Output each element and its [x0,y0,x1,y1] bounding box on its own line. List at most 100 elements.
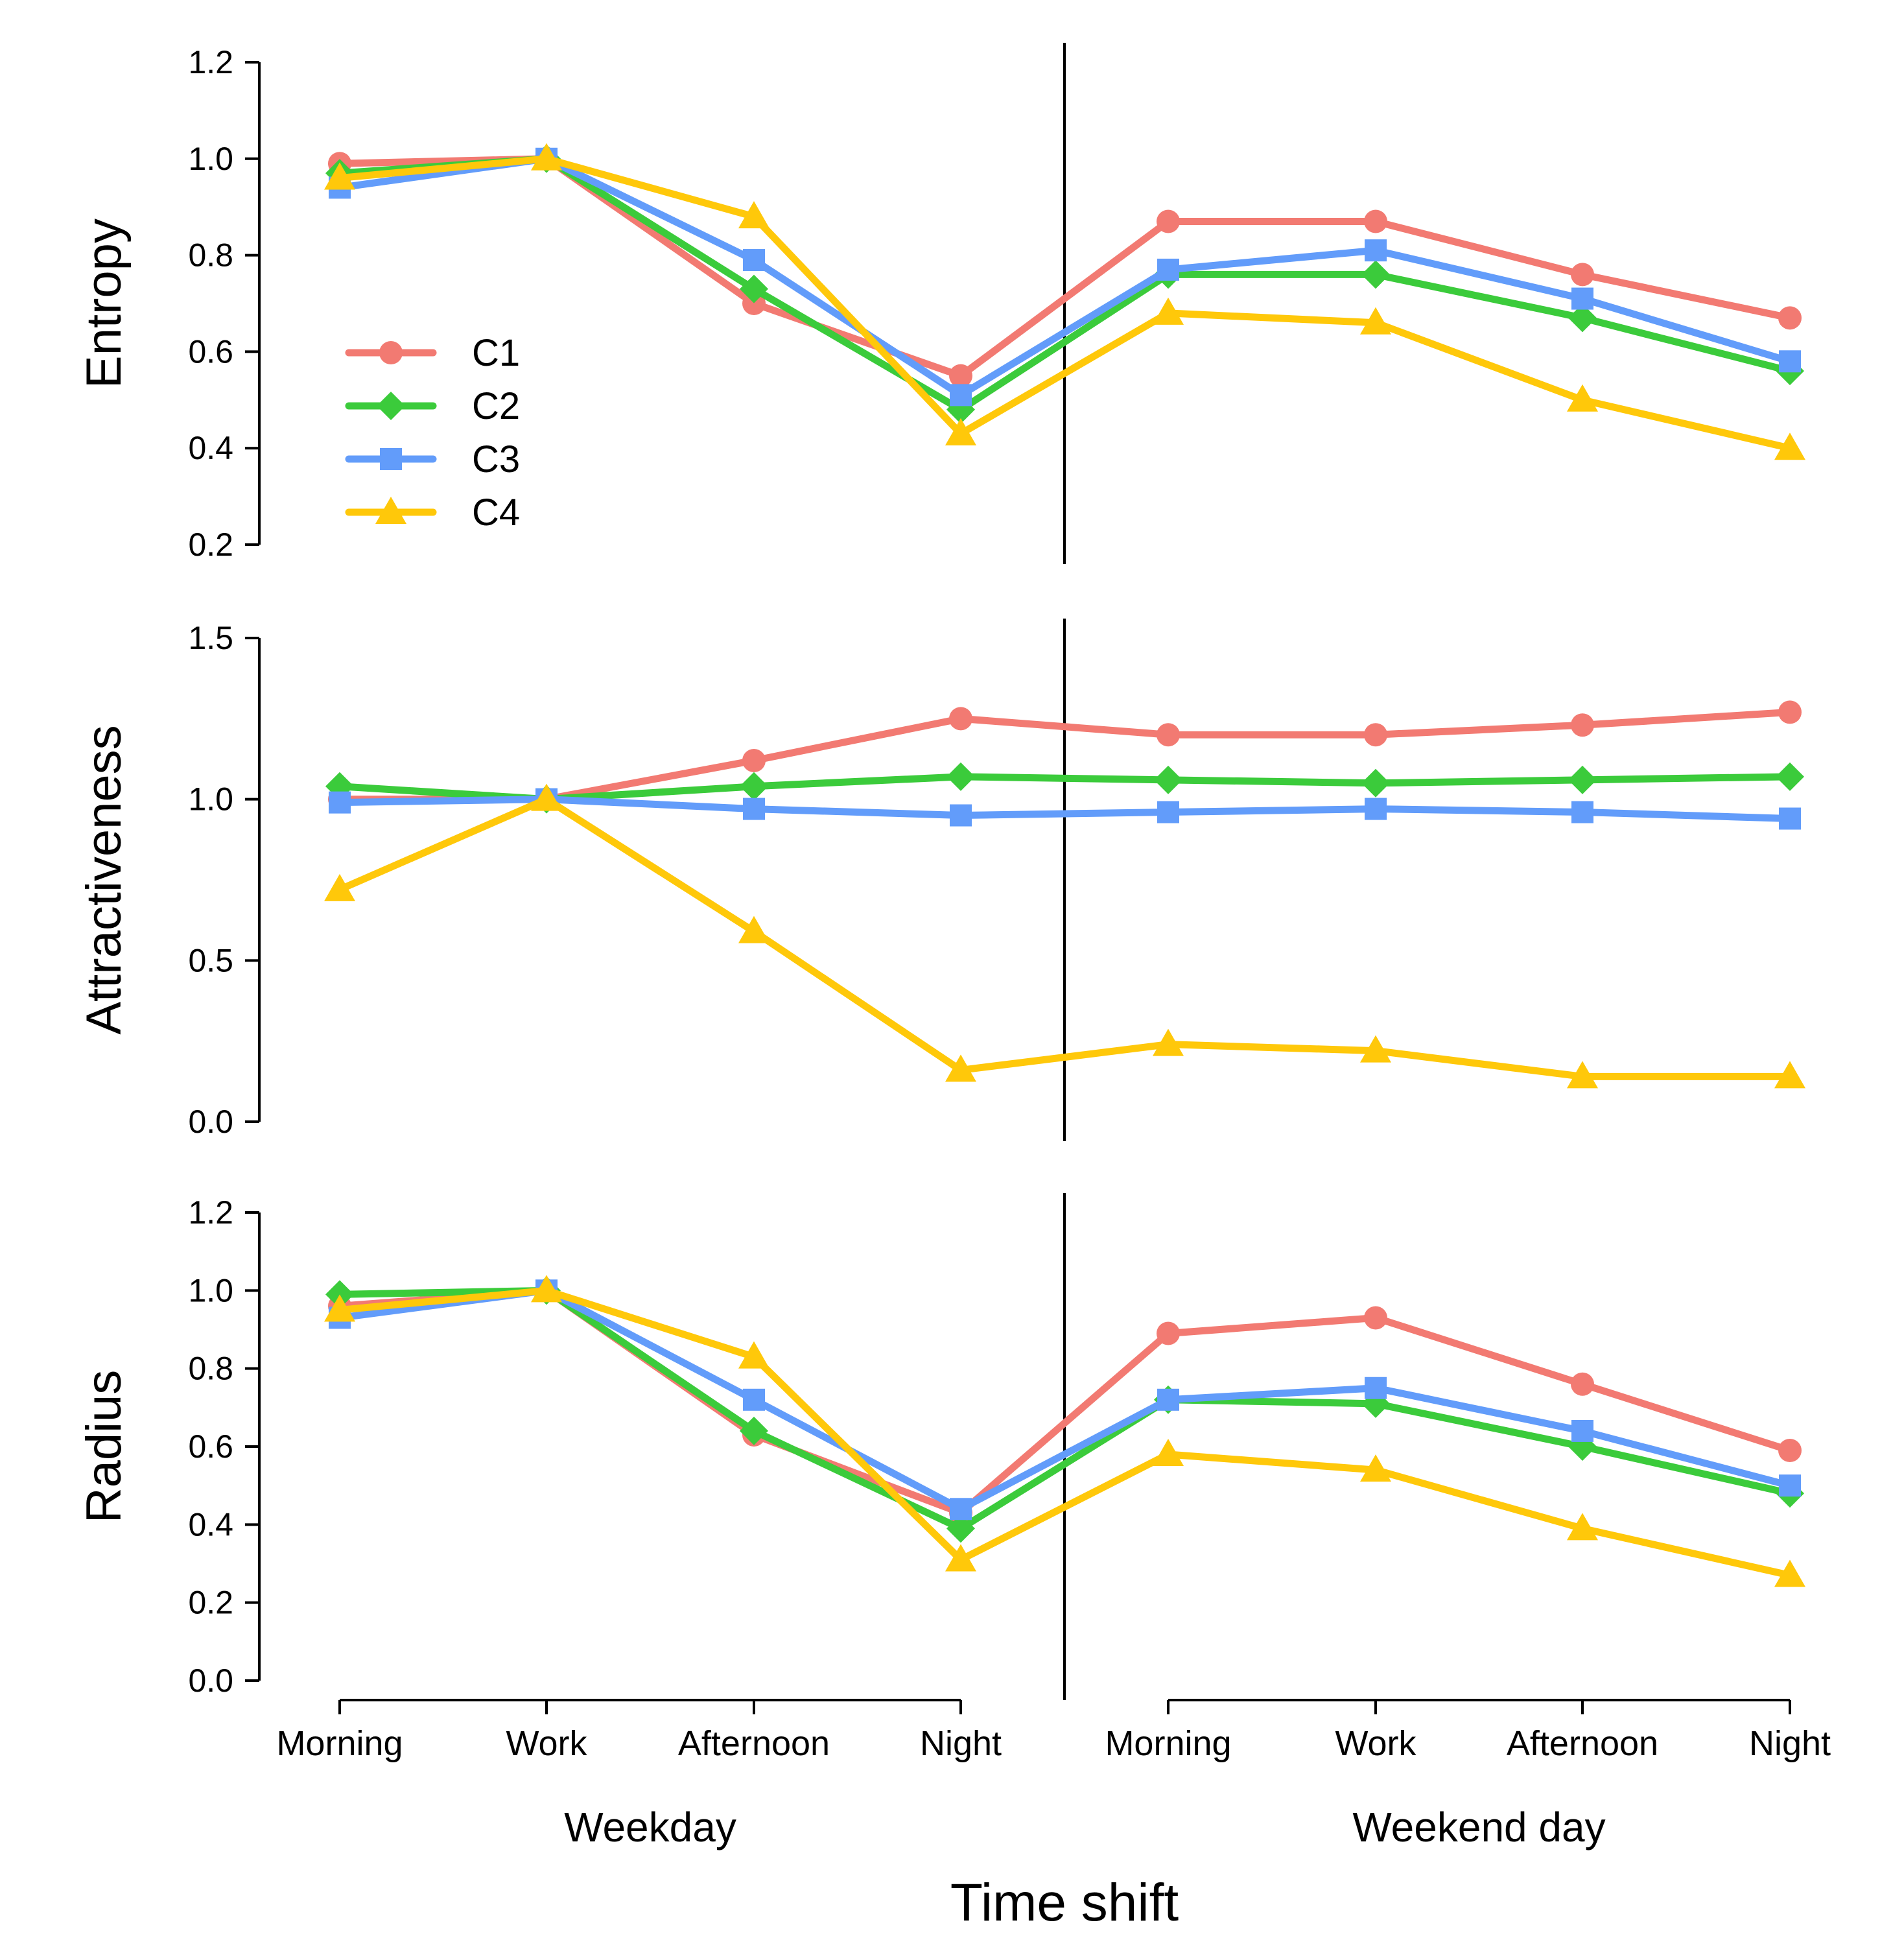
data-point [1364,209,1387,233]
y-tick-label: 0.5 [188,942,233,978]
data-point [1361,768,1390,798]
y-tick-label: 0.8 [188,237,233,274]
series-c4 [324,783,1805,1089]
y-tick-label: 1.2 [188,44,233,80]
data-point [1365,239,1387,262]
data-point [1153,1439,1184,1467]
data-point [325,1280,354,1309]
legend-label: C2 [472,385,520,427]
x-tick-label: Morning [1105,1724,1231,1763]
data-point [1779,350,1801,373]
legend-entry-c1: C1 [345,332,520,374]
data-point [1360,307,1391,335]
data-point [743,798,765,820]
series-line [336,155,1794,399]
data-point [1571,801,1593,823]
legend-marker [380,448,402,470]
data-point [329,791,351,814]
panel-radius: 0.0 0.2 0.4 0.6 0.8 1.0 1.2 Radius [76,1193,1805,1700]
data-point [742,292,766,315]
data-point [1776,762,1804,791]
data-point [1157,258,1179,281]
data-point [738,916,770,943]
data-point [1364,723,1387,747]
y-axis-title: Entropy [76,219,132,388]
data-point [950,1498,972,1520]
data-point [1364,1306,1387,1330]
data-point [740,1416,768,1445]
data-point [1568,303,1597,333]
data-point [738,1341,770,1369]
panel-entropy: 0.2 0.4 0.6 0.8 1.0 1.2 Entropy C1 C2 C3 C4 [76,43,1805,564]
group-label: Weekday [564,1804,736,1850]
series-line [336,796,1794,823]
y-tick-label: 0.4 [188,430,233,466]
y-tick-label: 0.0 [188,1104,233,1140]
data-point [324,873,355,901]
data-point [1153,1028,1184,1056]
data-point [1153,297,1184,325]
x-tick-label: Work [506,1724,587,1763]
data-point [743,1388,765,1411]
data-point [1778,1439,1802,1463]
data-point [949,707,972,731]
data-point [949,364,972,388]
data-point [1774,1559,1805,1587]
series-line [336,796,1794,1080]
series-line [336,1286,1794,1532]
x-tick-label: Work [1335,1724,1416,1763]
data-point [1778,306,1802,330]
data-point [946,1514,975,1543]
data-point [1157,209,1180,233]
x-tick-label: Night [920,1724,1002,1763]
legend-label: C3 [472,438,520,480]
data-point [1365,798,1387,820]
data-point [1571,1372,1594,1396]
data-point [1360,1454,1391,1482]
y-tick-label: 1.5 [188,620,233,656]
y-axis-title: Radius [76,1370,132,1524]
y-tick-label: 0.6 [188,333,233,370]
x-tick-label: Afternoon [1507,1724,1658,1763]
x-axis: Morning Work Afternoon Night Morning Work Afte… [276,1699,1831,1850]
data-point [1774,432,1805,460]
legend-label: C4 [472,491,520,534]
x-tick-label: Afternoon [678,1724,830,1763]
data-point [1365,1377,1387,1399]
series-c4 [324,143,1805,460]
data-point [1567,1061,1598,1089]
x-tick-label: Morning [276,1724,403,1763]
y-tick-label: 0.0 [188,1662,233,1699]
data-point [740,274,768,303]
y-tick-label: 0.4 [188,1506,233,1543]
series-line [336,773,1794,803]
series-c4 [324,1275,1805,1587]
panels: 0.2 0.4 0.6 0.8 1.0 1.2 Entropy C1 C2 C3 C4 0.0 0.5 1… [76,43,1805,1700]
data-point [531,1275,562,1303]
series-line [336,155,1794,414]
data-point [324,1294,355,1322]
y-tick-label: 1.0 [188,141,233,177]
data-point [1361,260,1390,289]
data-point [531,783,562,811]
data-point [1154,765,1182,794]
group-label: Weekend day [1352,1804,1605,1850]
y-tick-label: 0.2 [188,526,233,563]
legend-label: C1 [472,332,520,374]
data-point [1157,801,1179,823]
legend-entry-c3: C3 [345,438,520,480]
panel-attractiveness: 0.0 0.5 1.0 1.5 Attractiveness [76,619,1805,1141]
data-point [324,162,355,190]
y-tick-label: 1.0 [188,1272,233,1308]
data-point [1571,263,1594,287]
data-point [1157,1388,1179,1411]
y-tick-label: 1.2 [188,1194,233,1231]
data-point [531,143,562,171]
legend: C1 C2 C3 C4 [345,332,520,534]
legend-marker [379,341,403,364]
data-point [1571,287,1593,310]
y-tick-label: 0.2 [188,1585,233,1621]
data-point [1779,1474,1801,1497]
legend-entry-c4: C4 [345,491,520,534]
